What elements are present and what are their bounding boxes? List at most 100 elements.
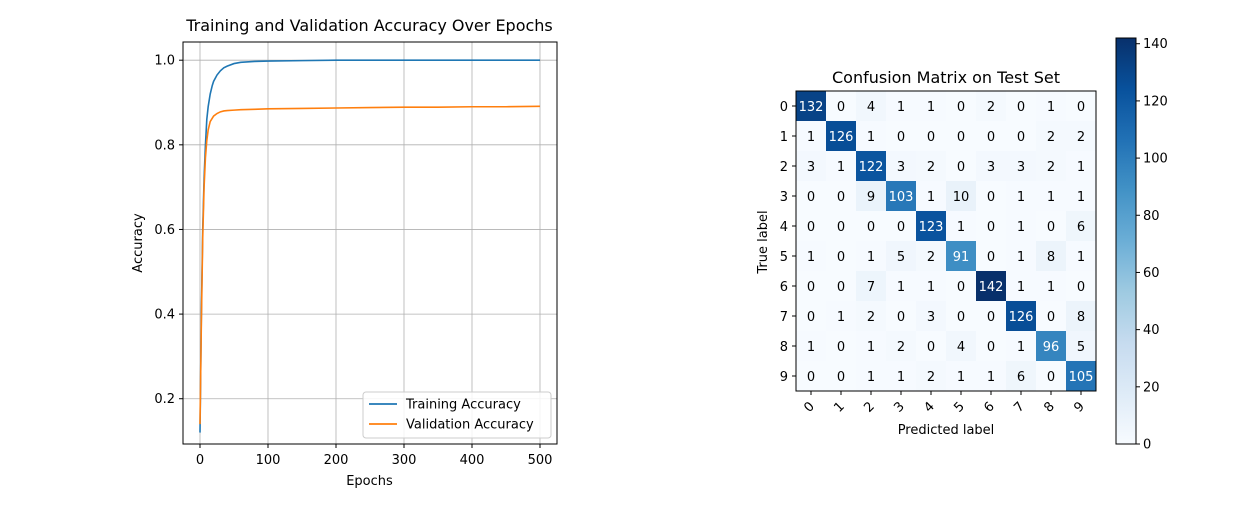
matrix-cell-value: 1 <box>837 160 845 175</box>
matrix-cell <box>1036 361 1066 391</box>
matrix-cell <box>916 91 946 121</box>
matrix-cell <box>826 121 856 151</box>
matrix-cell-value: 0 <box>1077 100 1085 115</box>
confusion-matrix-frame <box>795 90 1097 392</box>
matrix-cell-value: 2 <box>867 310 875 325</box>
matrix-cell <box>886 151 916 181</box>
matrix-cell-value: 3 <box>807 160 815 175</box>
matrix-cell <box>1066 361 1096 391</box>
matrix-cell-value: 0 <box>987 130 995 145</box>
matrix-cell-value: 0 <box>1047 310 1055 325</box>
matrix-cell <box>796 91 826 121</box>
confusion-matrix-cell-labels: 132 0 4 1 1 0 2 0 1 01 126 1 0 0 0 0 0 2 23 1 122 3 2 0 3 3 2 10 0 9 1… <box>799 100 1094 385</box>
y-tick-label: 0 <box>780 100 788 115</box>
matrix-cell-value: 2 <box>927 250 935 265</box>
matrix-cell <box>976 211 1006 241</box>
matrix-cell <box>1036 211 1066 241</box>
matrix-cell <box>1006 241 1036 271</box>
x-tick-label: 100 <box>256 453 281 468</box>
matrix-cell <box>976 241 1006 271</box>
matrix-cell-value: 6 <box>1077 220 1085 235</box>
accuracy-line-chart: Training and Validation Accuracy Over Ep… <box>131 16 558 489</box>
matrix-cell-value: 126 <box>829 130 854 145</box>
matrix-cell-value: 1 <box>867 130 875 145</box>
matrix-cell-value: 3 <box>987 160 995 175</box>
matrix-cell-value: 132 <box>799 100 824 115</box>
matrix-cell-value: 1 <box>1047 280 1055 295</box>
matrix-cell-value: 0 <box>987 220 995 235</box>
matrix-cell-value: 0 <box>837 250 845 265</box>
matrix-cell <box>946 151 976 181</box>
matrix-cell <box>1006 361 1036 391</box>
matrix-cell-value: 0 <box>897 310 905 325</box>
y-tick-label: 2 <box>780 160 788 175</box>
y-tick-label: 6 <box>780 280 788 295</box>
matrix-cell-value: 0 <box>837 370 845 385</box>
matrix-cell <box>1066 331 1096 361</box>
matrix-cell <box>916 211 946 241</box>
x-tick-label: 0 <box>801 399 817 415</box>
validation-accuracy-line <box>199 105 541 425</box>
confusion-matrix-cells <box>796 91 1096 391</box>
matrix-cell-value: 0 <box>807 190 815 205</box>
matrix-cell-value: 0 <box>927 130 935 145</box>
matrix-cell-value: 0 <box>897 220 905 235</box>
matrix-cell-value: 2 <box>1077 130 1085 145</box>
matrix-cell-value: 1 <box>1077 250 1085 265</box>
matrix-cell-value: 1 <box>1017 190 1025 205</box>
matrix-cell <box>1066 301 1096 331</box>
matrix-cell-value: 4 <box>957 340 965 355</box>
matrix-cell-value: 5 <box>897 250 905 265</box>
matrix-cell-value: 0 <box>1077 280 1085 295</box>
matrix-cell <box>826 151 856 181</box>
x-tick-label: 9 <box>1071 399 1087 415</box>
matrix-cell-value: 1 <box>897 370 905 385</box>
matrix-cell <box>796 151 826 181</box>
matrix-cell-value: 5 <box>1077 340 1085 355</box>
matrix-cell-value: 1 <box>1017 340 1025 355</box>
x-tick-label: 4 <box>921 399 937 415</box>
matrix-cell-value: 1 <box>1047 100 1055 115</box>
matrix-cell-value: 0 <box>957 160 965 175</box>
matrix-cell <box>826 241 856 271</box>
matrix-cell-value: 123 <box>919 220 944 235</box>
matrix-cell <box>976 151 1006 181</box>
matrix-cell-value: 1 <box>927 100 935 115</box>
line-chart-series <box>199 59 541 433</box>
matrix-cell-value: 1 <box>897 100 905 115</box>
matrix-cell <box>1036 121 1066 151</box>
matrix-cell-value: 0 <box>897 130 905 145</box>
matrix-cell-value: 1 <box>1017 220 1025 235</box>
matrix-cell-value: 1 <box>957 220 965 235</box>
matrix-cell-value: 0 <box>1047 370 1055 385</box>
matrix-cell <box>1036 91 1066 121</box>
matrix-cell <box>1066 211 1096 241</box>
colorbar: 0 20 40 60 80 100 120 140 <box>1115 37 1168 453</box>
matrix-cell-value: 1 <box>957 370 965 385</box>
line-chart-grid <box>183 42 557 444</box>
matrix-cell-value: 0 <box>837 190 845 205</box>
matrix-cell-value: 0 <box>837 280 845 295</box>
matrix-cell-value: 3 <box>1017 160 1025 175</box>
matrix-cell <box>1036 151 1066 181</box>
matrix-cell-value: 1 <box>867 370 875 385</box>
matrix-cell <box>796 301 826 331</box>
matrix-cell <box>796 121 826 151</box>
matrix-cell <box>826 271 856 301</box>
line-chart-plot-frame <box>182 41 558 445</box>
matrix-cell-value: 0 <box>807 280 815 295</box>
matrix-cell <box>1006 121 1036 151</box>
matrix-cell <box>796 271 826 301</box>
matrix-cell <box>946 301 976 331</box>
matrix-cell-value: 105 <box>1069 370 1094 385</box>
matrix-cell-value: 91 <box>953 250 970 265</box>
matrix-cell <box>1006 151 1036 181</box>
x-tick-label: 6 <box>981 399 997 415</box>
matrix-cell <box>826 211 856 241</box>
colorbar-tick-label: 40 <box>1143 323 1160 338</box>
colorbar-tick-label: 100 <box>1143 152 1168 167</box>
matrix-cell-value: 1 <box>807 250 815 265</box>
matrix-cell-value: 1 <box>1077 160 1085 175</box>
colorbar-tick-label: 20 <box>1143 380 1160 395</box>
y-tick-label: 0.6 <box>154 223 175 238</box>
